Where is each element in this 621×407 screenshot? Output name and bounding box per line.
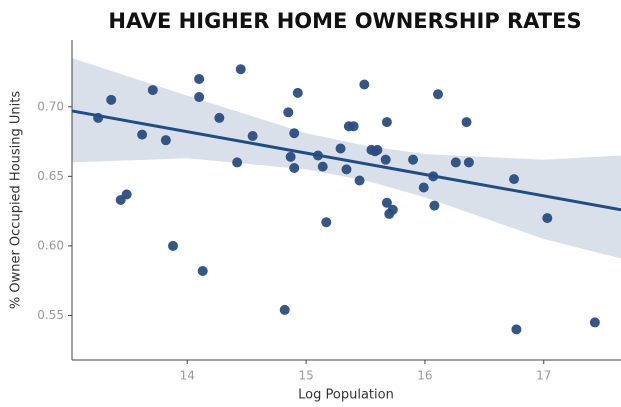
x-tick-label: 17 [536, 369, 551, 383]
y-axis-label: % Owner Occupied Housing Units [9, 91, 24, 310]
x-tick-label: 16 [417, 369, 432, 383]
regression-line [71, 109, 621, 212]
point [354, 175, 365, 186]
point [283, 107, 294, 118]
point [147, 85, 158, 96]
point [121, 189, 132, 200]
point [463, 157, 474, 168]
y-tick-label: 0.70 [37, 99, 64, 113]
x-tick-label: 15 [298, 369, 313, 383]
chart-title: HAVE HIGHER HOME OWNERSHIP RATES [108, 9, 581, 33]
point [433, 89, 443, 100]
point [232, 157, 243, 168]
point [194, 92, 205, 103]
point [372, 144, 383, 155]
point [235, 64, 246, 75]
point [106, 94, 117, 105]
point [408, 154, 419, 165]
point [418, 182, 429, 193]
point [589, 317, 600, 328]
x-tick-label: 14 [180, 369, 195, 383]
point [387, 204, 398, 215]
point [542, 213, 553, 224]
point [289, 128, 300, 139]
y-tick-label: 0.60 [37, 238, 64, 252]
point [197, 265, 208, 276]
point [247, 131, 258, 141]
point [450, 157, 461, 168]
y-tick-label: 0.55 [37, 308, 64, 322]
point [137, 129, 148, 140]
point [335, 143, 346, 154]
point [279, 304, 290, 315]
point [285, 151, 296, 162]
point [292, 87, 303, 98]
point [168, 240, 179, 251]
point [160, 135, 171, 146]
point [429, 200, 440, 211]
point [381, 117, 392, 128]
confidence-band [72, 58, 621, 259]
x-axis-label: Log Population [298, 388, 394, 403]
point [214, 112, 225, 123]
point [511, 324, 522, 335]
point [359, 79, 370, 90]
point [317, 161, 328, 172]
point [348, 121, 359, 132]
point [381, 197, 392, 208]
point [341, 164, 352, 175]
point [380, 154, 391, 165]
point [194, 73, 205, 84]
y-tick-label: 0.65 [37, 169, 64, 183]
point [321, 217, 332, 228]
point [461, 117, 472, 128]
point [289, 163, 300, 173]
point [509, 174, 520, 185]
